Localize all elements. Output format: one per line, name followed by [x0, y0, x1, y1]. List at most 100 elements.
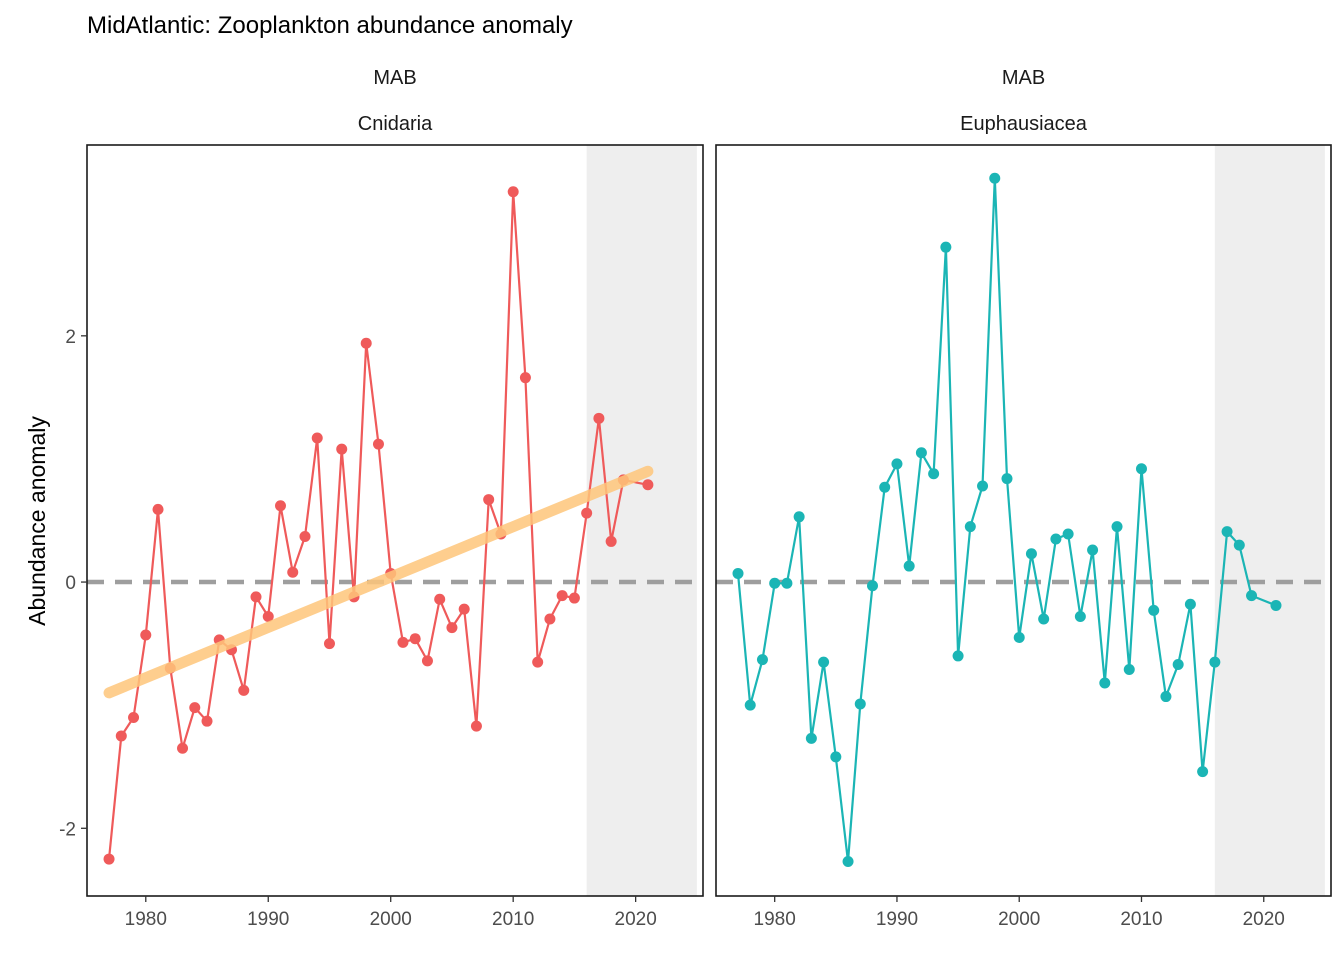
x-tick-label: 2010 [1120, 909, 1162, 930]
data-point-2016 [1209, 656, 1221, 668]
x-tick-label: 1980 [125, 909, 167, 930]
data-point-1989 [250, 591, 262, 603]
data-point-1989 [879, 481, 891, 493]
chart-title: MidAtlantic: Zooplankton abundance anoma… [87, 12, 573, 39]
data-point-1993 [299, 531, 311, 543]
x-tick-label: 2000 [370, 909, 412, 930]
data-point-2011 [519, 372, 531, 384]
data-point-2007 [1099, 677, 1111, 689]
panel-group-label: Euphausiacea [960, 113, 1088, 135]
data-point-1982 [793, 511, 805, 523]
data-point-1996 [964, 521, 976, 533]
data-point-2002 [409, 633, 421, 645]
data-point-2012 [532, 656, 544, 668]
data-point-2014 [1184, 598, 1196, 610]
y-axis-title: Abundance anomaly [24, 416, 50, 626]
data-point-1986 [842, 856, 854, 868]
data-point-2018 [605, 535, 617, 547]
data-point-1996 [336, 443, 348, 455]
data-point-1999 [1001, 473, 1013, 485]
data-point-1998 [989, 172, 1001, 184]
data-point-1992 [915, 447, 927, 459]
panel-region-label: MAB [373, 67, 416, 89]
data-point-1977 [103, 853, 115, 865]
x-tick-label: 2000 [998, 909, 1040, 930]
data-point-1985 [201, 715, 213, 727]
data-point-2002 [1038, 613, 1050, 625]
data-point-2017 [1221, 526, 1233, 538]
data-point-2016 [581, 507, 593, 519]
data-point-2008 [483, 494, 495, 506]
panel-euphausiacea: MAB Euphausiacea 1980 1990 2000 2010 2020 [715, 67, 1332, 930]
data-point-1979 [756, 654, 768, 666]
shaded-period [586, 145, 697, 896]
trend-line [103, 465, 654, 699]
data-point-1984 [189, 702, 201, 714]
panel-cnidaria: MAB Cnidaria 1980 1990 2000 2010 2020 -2 0 2 [59, 67, 704, 930]
data-point-1981 [152, 503, 164, 515]
data-point-1978 [744, 699, 756, 711]
panel-group-label: Cnidaria [358, 113, 433, 135]
x-tick-label: 1990 [247, 909, 289, 930]
data-point-2004 [1062, 528, 1074, 540]
data-point-2021 [642, 479, 654, 491]
data-point-2012 [1160, 691, 1172, 703]
series-line [736, 177, 1277, 863]
x-tick-label: 1990 [876, 909, 918, 930]
data-point-1983 [805, 732, 817, 744]
x-tick-label: 1980 [754, 909, 796, 930]
data-point-1992 [287, 566, 299, 578]
panels: MAB Cnidaria 1980 1990 2000 2010 2020 -2 0 2 MAB Eu… [59, 67, 1332, 930]
data-point-2010 [1135, 463, 1147, 475]
x-tick-label: 2020 [615, 909, 657, 930]
x-tick-label: 2020 [1243, 909, 1285, 930]
data-point-2000 [1013, 631, 1025, 643]
data-point-2006 [458, 603, 470, 615]
data-point-1983 [177, 742, 189, 754]
panel-border [715, 144, 1332, 897]
data-point-1977 [732, 567, 744, 579]
data-point-2005 [446, 622, 458, 634]
data-point-2015 [568, 592, 580, 604]
data-point-2007 [470, 720, 482, 732]
data-point-1978 [115, 730, 127, 742]
data-point-2015 [1197, 766, 1209, 778]
data-point-1993 [928, 468, 940, 480]
data-point-1984 [818, 656, 830, 668]
data-point-1979 [128, 711, 140, 723]
data-point-1990 [891, 458, 903, 470]
y-tick-label: -2 [59, 819, 76, 840]
data-point-2013 [1172, 659, 1184, 671]
data-point-1988 [238, 684, 250, 696]
y-tick-label: 0 [65, 573, 76, 594]
data-point-1998 [360, 337, 372, 349]
data-point-1990 [262, 611, 274, 623]
data-point-2008 [1111, 521, 1123, 533]
data-point-2003 [421, 655, 433, 667]
data-point-1987 [854, 698, 866, 710]
x-tick-label: 2010 [492, 909, 534, 930]
data-point-2021 [1270, 599, 1282, 611]
data-point-2018 [1233, 539, 1245, 551]
data-point-2001 [397, 636, 409, 648]
data-point-2013 [544, 613, 556, 625]
data-point-2005 [1074, 611, 1086, 623]
data-point-1994 [940, 241, 952, 253]
data-point-2004 [434, 593, 446, 605]
data-point-1995 [952, 650, 964, 662]
data-point-1980 [140, 629, 152, 641]
data-point-1980 [769, 577, 781, 589]
panel-border [86, 144, 704, 897]
data-point-1988 [867, 580, 879, 592]
y-tick-label: 2 [65, 327, 76, 348]
data-point-1985 [830, 751, 842, 763]
data-point-2019 [1246, 590, 1258, 602]
data-point-1991 [903, 560, 915, 572]
data-point-1995 [323, 638, 335, 650]
data-point-2009 [1123, 663, 1135, 675]
data-point-2003 [1050, 533, 1062, 545]
data-point-2001 [1025, 548, 1037, 560]
data-point-2010 [507, 186, 519, 198]
data-point-1997 [977, 480, 989, 492]
